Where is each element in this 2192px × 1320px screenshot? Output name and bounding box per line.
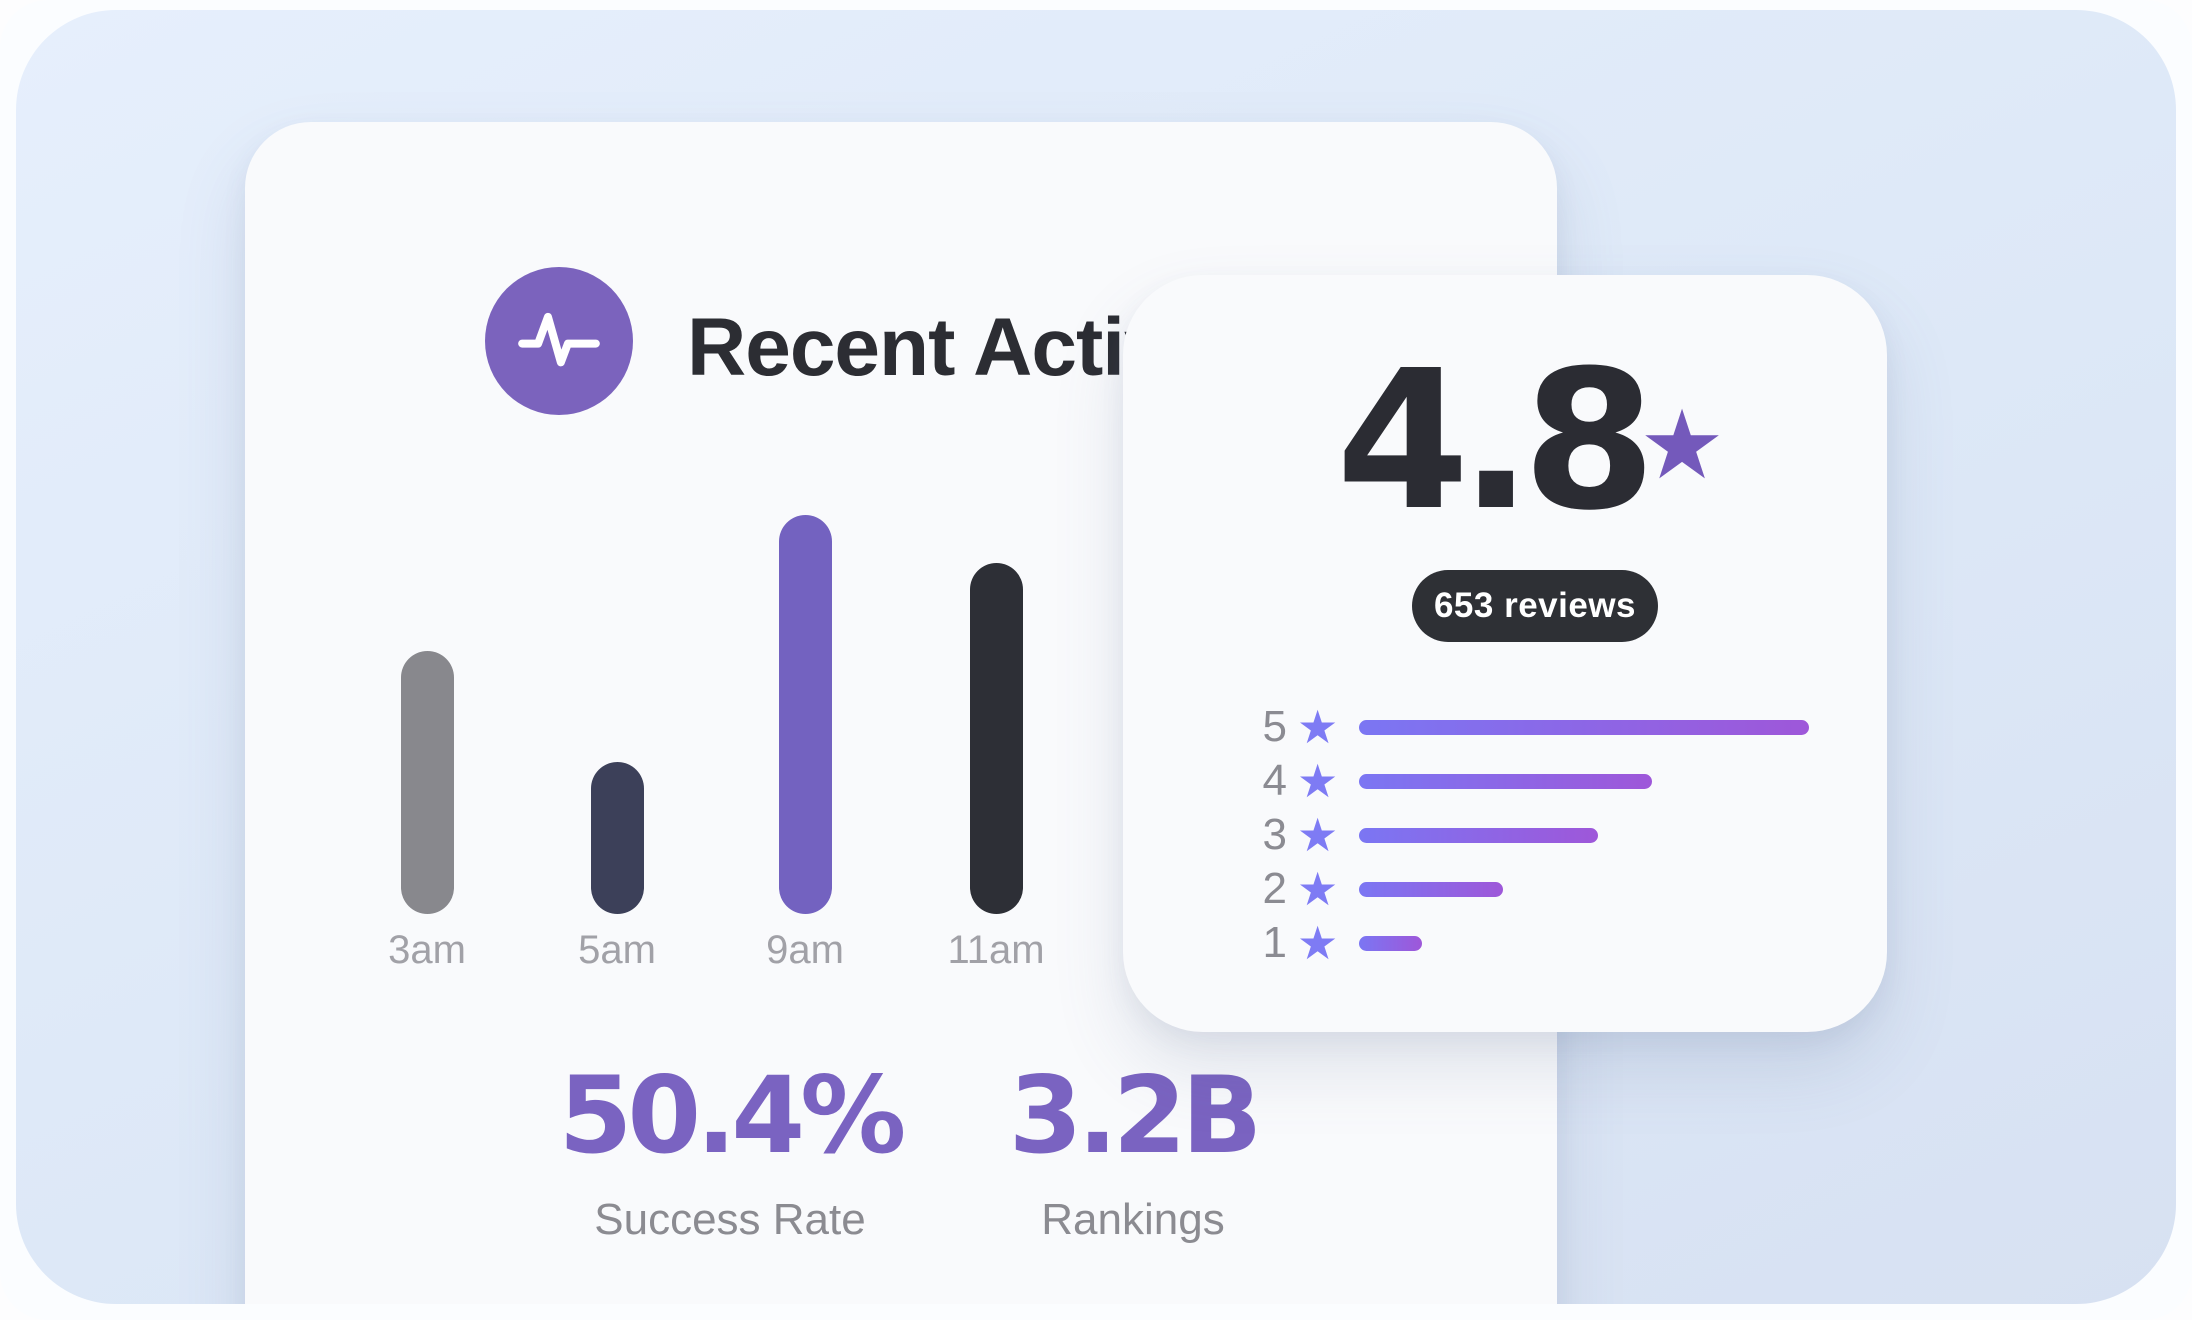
rating-row-track (1359, 935, 1422, 951)
stat-rankings-value: 3.2B (1008, 1054, 1263, 1177)
rating-row-star-icon: ★ (1297, 916, 1339, 970)
activity-bar-chart: 3am 5am 9am 11am (245, 122, 1557, 1304)
axis-label-3am: 3am (388, 928, 466, 972)
rating-row-bar (1359, 881, 1503, 897)
stat-success-rate: 50.4% Success Rate (558, 1054, 907, 1245)
rating-star-icon: ★ (1639, 389, 1726, 501)
rating-row-bar (1359, 719, 1809, 735)
axis-label-9am: 9am (766, 928, 844, 972)
stat-rankings: 3.2B Rankings (1008, 1054, 1263, 1245)
axis-label-5am: 5am (578, 928, 656, 972)
rating-row-star-icon: ★ (1297, 808, 1339, 862)
rating-row-label: 1 (1262, 918, 1287, 967)
rating-row-1: 1 ★ (1253, 916, 1809, 970)
rating-row-5: 5 ★ (1253, 700, 1809, 754)
rating-row-track (1359, 719, 1809, 735)
rating-row-track (1359, 881, 1503, 897)
reviews-badge-label: 653 reviews (1433, 586, 1637, 625)
rating-score: 4.8 (1336, 330, 1656, 553)
stat-success-rate-value: 50.4% (558, 1054, 907, 1177)
rating-row-bar (1359, 935, 1422, 951)
rating-row-star-icon: ★ (1297, 754, 1339, 808)
rating-row-star-icon: ★ (1297, 862, 1339, 916)
activity-bar-5am (590, 762, 644, 914)
rating-row-star-icon: ★ (1297, 700, 1339, 754)
rating-row-label: 4 (1262, 756, 1287, 805)
rating-row-4: 4 ★ (1253, 754, 1809, 808)
stat-success-rate-label: Success Rate (594, 1195, 866, 1244)
rating-card: 4.8 ★ 653 reviews 5 ★ 4 ★ 3 ★ 2 ★ 1 ★ (1123, 275, 1887, 1032)
rating-row-label: 2 (1262, 864, 1287, 913)
rating-row-label: 5 (1262, 702, 1287, 751)
rating-distribution: 5 ★ 4 ★ 3 ★ 2 ★ 1 ★ (1253, 700, 1809, 970)
rating-row-track (1359, 773, 1652, 789)
rating-row-track (1359, 827, 1598, 843)
activity-bar-11am (969, 563, 1023, 914)
rating-row-label: 3 (1262, 810, 1287, 859)
rating-row-3: 3 ★ (1253, 808, 1809, 862)
activity-bar-3am (400, 651, 454, 914)
rating-row-2: 2 ★ (1253, 862, 1809, 916)
activity-bar-9am (778, 515, 832, 914)
activity-pulse-icon (516, 302, 602, 381)
stat-rankings-label: Rankings (1041, 1195, 1225, 1244)
rating-score-row: 4.8 (1336, 346, 1656, 538)
activity-icon-badge (485, 267, 633, 415)
rating-row-bar (1359, 773, 1652, 789)
axis-label-11am: 11am (947, 928, 1045, 972)
dashboard-panel: Recent Activity 3am 5am 9am 11am 50.4% Succ… (16, 10, 2176, 1304)
reviews-badge[interactable]: 653 reviews (1412, 570, 1658, 642)
rating-row-bar (1359, 827, 1598, 843)
